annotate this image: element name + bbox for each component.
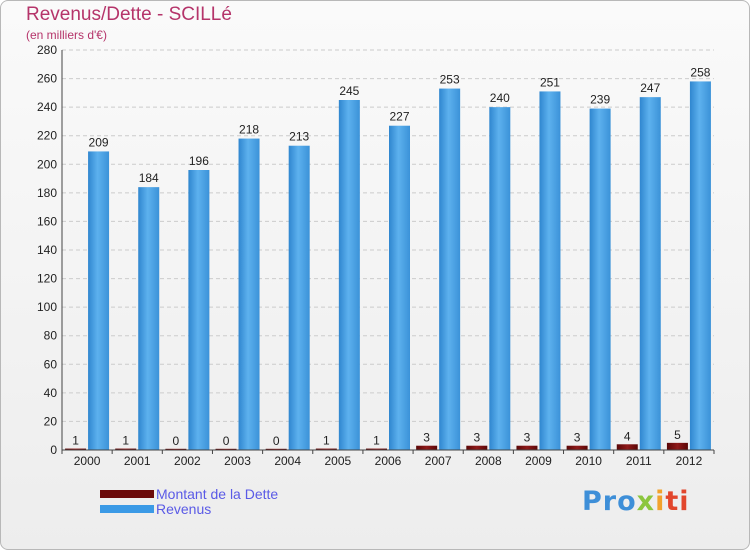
debt-bar — [65, 448, 87, 450]
revenue-value-label: 240 — [490, 91, 510, 105]
debt-bar — [416, 445, 438, 450]
y-tick-label: 220 — [37, 129, 57, 143]
revenue-bar — [639, 97, 661, 451]
x-tick-label: 2010 — [575, 454, 602, 468]
debt-value-label: 4 — [624, 429, 631, 443]
debt-bar — [616, 444, 638, 450]
y-tick-label: 20 — [44, 414, 58, 428]
revenue-value-label: 245 — [339, 84, 359, 98]
debt-bar — [666, 442, 688, 450]
y-tick-label: 280 — [37, 43, 57, 57]
debt-value-label: 0 — [273, 434, 280, 448]
y-tick-label: 100 — [37, 300, 57, 314]
x-tick-label: 2006 — [375, 454, 402, 468]
x-tick-label: 2004 — [274, 454, 301, 468]
debt-value-label: 3 — [473, 431, 480, 445]
debt-value-label: 3 — [524, 431, 531, 445]
debt-value-label: 3 — [423, 431, 430, 445]
y-tick-label: 120 — [37, 272, 57, 286]
revenue-bar — [539, 91, 561, 450]
x-tick-label: 2000 — [74, 454, 101, 468]
revenue-value-label: 196 — [189, 154, 209, 168]
chart-subtitle: (en milliers d'€) — [26, 28, 107, 42]
revenue-value-label: 239 — [590, 93, 610, 107]
y-tick-label: 0 — [50, 443, 57, 457]
legend-label-revenue: Revenus — [156, 500, 212, 517]
y-tick-label: 200 — [37, 157, 57, 171]
revenue-value-label: 209 — [89, 135, 109, 149]
chart-title: Revenus/Dette - SCILLé — [26, 4, 232, 25]
revenue-bar — [439, 88, 461, 451]
logo-part-4: ti — [665, 486, 690, 517]
legend-item-debt: Montant de la Dette — [100, 485, 279, 502]
debt-value-label: 1 — [72, 434, 79, 448]
debt-bar — [165, 448, 187, 450]
revenue-bar — [689, 81, 711, 450]
x-tick-label: 2002 — [174, 454, 201, 468]
x-tick-label: 2007 — [425, 454, 452, 468]
logo-part-3: i — [655, 486, 666, 517]
revenue-value-label: 258 — [690, 65, 710, 79]
y-tick-label: 140 — [37, 243, 57, 257]
revenue-value-label: 227 — [389, 110, 409, 124]
revenue-bar — [389, 125, 410, 450]
y-tick-label: 180 — [37, 186, 57, 200]
debt-bar — [315, 448, 337, 450]
debt-bar — [265, 448, 287, 450]
x-tick-label: 2003 — [224, 454, 251, 468]
y-tick-label: 60 — [44, 357, 58, 371]
proxiti-logo: Proxiti — [582, 486, 690, 517]
y-tick-label: 160 — [37, 214, 57, 228]
legend-item-revenue: Revenus — [100, 500, 278, 517]
y-tick-label: 240 — [37, 100, 57, 114]
debt-bar — [366, 448, 387, 450]
debt-bar — [115, 448, 137, 450]
debt-value-label: 1 — [373, 434, 380, 448]
revenue-bar — [288, 145, 310, 450]
legend-swatch-debt — [100, 489, 154, 498]
x-tick-label: 2012 — [676, 454, 703, 468]
revenue-bar — [88, 151, 110, 450]
revenue-bar — [489, 107, 511, 451]
y-tick-label: 260 — [37, 72, 57, 86]
x-tick-label: 2009 — [525, 454, 552, 468]
x-tick-label: 2001 — [124, 454, 151, 468]
debt-bar — [566, 445, 588, 450]
legend-label-debt: Montant de la Dette — [156, 485, 279, 502]
logo-part-2: x — [636, 486, 656, 517]
legend-swatch-revenue — [100, 504, 154, 513]
x-tick-label: 2011 — [626, 454, 652, 468]
revenue-bar — [138, 187, 160, 450]
revenue-value-label: 253 — [440, 73, 460, 87]
legend: Montant de la Dette Revenus — [100, 485, 279, 517]
y-tick-label: 80 — [44, 329, 58, 343]
revenue-bar — [188, 170, 210, 450]
debt-value-label: 5 — [674, 428, 681, 442]
debt-value-label: 1 — [122, 434, 129, 448]
revenue-value-label: 213 — [289, 130, 309, 144]
revenue-value-label: 218 — [239, 123, 259, 137]
y-tick-label: 40 — [44, 386, 58, 400]
revenue-bar — [589, 108, 611, 451]
debt-value-label: 3 — [574, 431, 581, 445]
x-tick-label: 2008 — [475, 454, 502, 468]
debt-value-label: 0 — [223, 434, 230, 448]
revenue-bar — [338, 100, 360, 450]
revenue-value-label: 184 — [139, 171, 159, 185]
debt-value-label: 1 — [323, 434, 330, 448]
revenue-value-label: 247 — [640, 81, 660, 95]
revenue-bar — [238, 138, 260, 451]
debt-value-label: 0 — [173, 434, 180, 448]
x-tick-label: 2005 — [324, 454, 351, 468]
debt-bar — [215, 448, 237, 450]
debt-bar — [516, 445, 538, 450]
logo-part-1: Pro — [582, 486, 637, 517]
debt-bar — [466, 445, 488, 450]
revenue-value-label: 251 — [540, 75, 560, 89]
